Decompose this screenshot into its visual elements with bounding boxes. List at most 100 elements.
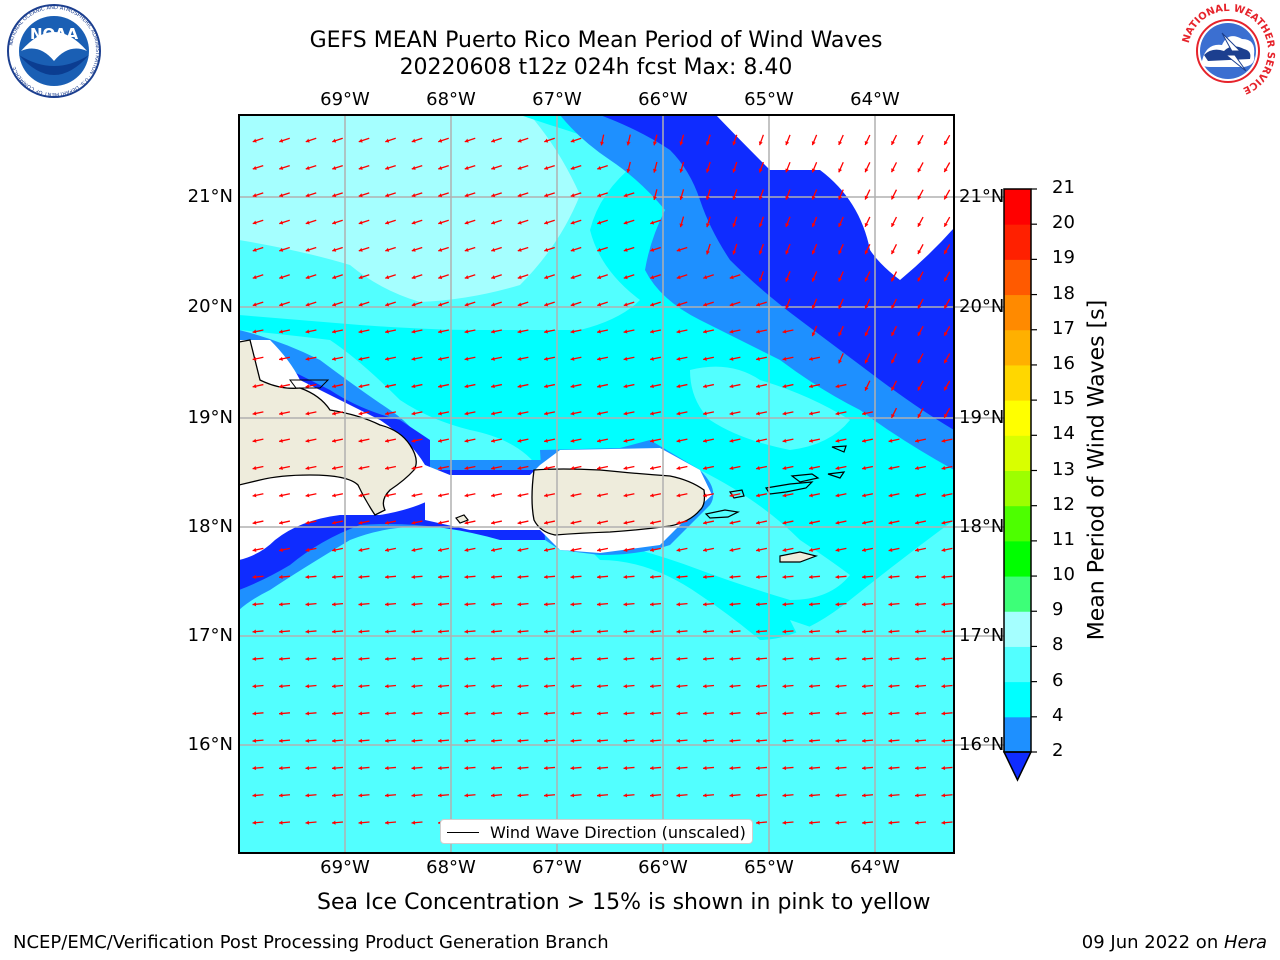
wind-wave-arrow-head (279, 629, 283, 634)
wind-wave-arrow-head (623, 302, 628, 307)
wind-wave-arrow-head (491, 520, 495, 525)
wind-wave-arrow-head (838, 277, 843, 282)
colorbar-segment (1004, 611, 1031, 647)
wind-wave-arrow-head (703, 711, 707, 716)
lat-label-right-21n: 21°N (959, 186, 1005, 207)
wind-wave-arrow-head (438, 602, 442, 607)
wind-wave-arrow-head (570, 656, 575, 661)
wind-wave-arrow-head (729, 684, 734, 689)
colorbar-segment (1004, 505, 1031, 542)
lon-label-bottom-66w: 66°W (638, 857, 688, 878)
wind-wave-arrow-head (517, 193, 522, 198)
wind-wave-arrow-head (623, 193, 628, 198)
wind-wave-arrow-head (756, 466, 760, 471)
wind-wave-arrow-head (838, 195, 843, 200)
wind-wave-arrow-head (623, 220, 628, 225)
wind-wave-arrow-head (917, 195, 922, 200)
wind-wave-arrow-head (626, 141, 631, 146)
wind-wave-arrow-head (305, 275, 310, 280)
wind-wave-arrow-head (915, 656, 919, 661)
wind-wave-arrow-head (756, 411, 760, 416)
wind-wave-arrow-head (252, 738, 257, 743)
wind-wave-arrow-head (438, 384, 442, 389)
wind-wave-arrow-head (464, 547, 469, 552)
wind-wave-arrow-head (597, 711, 601, 716)
lon-label-bottom-69w: 69°W (320, 857, 370, 878)
wind-wave-arrow-head (411, 356, 416, 361)
wind-wave-arrow-head (650, 793, 654, 798)
wind-wave-arrow-head (729, 520, 734, 525)
wind-wave-arrow-head (944, 386, 948, 391)
wind-wave-arrow-head (597, 165, 602, 170)
wind-wave-arrow-head (650, 356, 654, 361)
wind-wave-arrow-head (623, 356, 628, 361)
wind-wave-arrow-head (891, 332, 895, 337)
wind-wave-arrow-head (782, 656, 787, 661)
wind-wave-arrow-head (464, 738, 469, 743)
wind-wave-arrow-head (785, 195, 790, 200)
wind-wave-arrow-head (782, 329, 787, 334)
colorbar-segment (1004, 470, 1031, 507)
wind-wave-arrow-head (888, 684, 893, 689)
wind-wave-arrow-head (888, 574, 893, 580)
wind-wave-arrow-head (544, 766, 548, 771)
wind-wave-arrow-head (676, 356, 681, 361)
wind-wave-arrow-head (917, 413, 922, 418)
wind-wave-arrow-head (676, 302, 681, 307)
wind-wave-arrow-head (358, 411, 363, 416)
wind-wave-arrow-head (941, 684, 946, 689)
wind-wave-arrow-head (464, 684, 469, 689)
wind-wave-arrow-head (650, 602, 654, 607)
wind-wave-arrow-head (544, 165, 549, 170)
wind-wave-arrow-head (411, 302, 416, 307)
wind-wave-arrow-head (570, 493, 575, 498)
wind-wave-arrow-head (756, 711, 760, 716)
wind-wave-arrow-head (809, 793, 813, 798)
wind-wave-arrow-head (385, 193, 390, 198)
wind-wave-arrow-head (705, 168, 710, 173)
wind-wave-arrow-head (891, 250, 895, 255)
wind-wave-arrow-head (279, 165, 284, 170)
wind-wave-arrow-head (570, 329, 575, 334)
wind-wave-arrow-head (517, 275, 522, 280)
virgin-islands (728, 445, 847, 499)
wind-wave-arrow-head (332, 193, 337, 198)
wind-wave-arrow-head (517, 793, 522, 798)
wind-wave-arrow-head (915, 438, 919, 443)
wind-wave-arrow-head (676, 493, 681, 498)
wind-wave-arrow-head (809, 574, 813, 580)
wind-wave-arrow-head (838, 304, 843, 309)
colorbar-segment (1004, 716, 1031, 753)
wind-wave-arrow-head (544, 793, 548, 798)
wind-wave-arrow-head (438, 684, 442, 689)
wind-wave-arrow-head (835, 738, 840, 743)
wind-wave-arrow-head (703, 438, 707, 443)
wind-wave-arrow-head (332, 711, 336, 716)
wind-wave-arrow-head (941, 547, 946, 552)
lon-label-top-68w: 68°W (426, 89, 476, 110)
wind-wave-arrow-head (676, 547, 681, 552)
wind-wave-arrow-head (891, 222, 895, 227)
wind-wave-arrow-head (782, 684, 787, 689)
wind-wave-arrow-head (305, 193, 310, 198)
wind-wave-arrow-head (570, 193, 575, 198)
wind-wave-arrow-head (703, 629, 707, 634)
wind-wave-arrow-head (517, 684, 522, 689)
wind-wave-arrow-head (252, 302, 257, 307)
wind-wave-arrow-head (864, 304, 869, 309)
wind-wave-arrow-head (915, 793, 919, 798)
wind-wave-arrow-head (252, 138, 257, 143)
wind-wave-arrow-head (782, 793, 787, 798)
wind-wave-arrow-head (623, 411, 628, 416)
wind-wave-arrow-head (835, 466, 840, 471)
wind-wave-arrow-head (252, 547, 257, 552)
wind-wave-arrow-head (411, 165, 416, 170)
wind-wave-arrow-head (411, 766, 416, 771)
wind-wave-arrow-head (597, 247, 602, 252)
wind-wave-arrow-head (782, 766, 787, 771)
wind-wave-arrow-head (652, 168, 657, 173)
wind-wave-arrow-head (623, 602, 628, 607)
wind-wave-arrow-head (385, 684, 389, 689)
wind-wave-arrow-head (782, 820, 787, 825)
wind-wave-arrow-head (385, 820, 389, 825)
